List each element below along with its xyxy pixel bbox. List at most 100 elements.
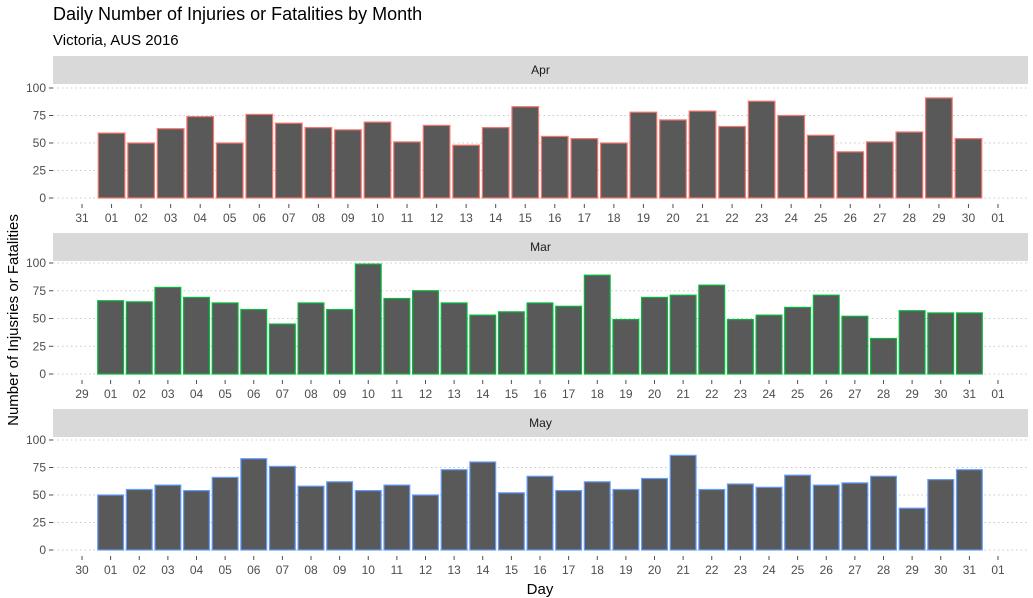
x-tick-label: 08 (304, 563, 318, 577)
bar-mar-16: Mar 16: 64 (526, 302, 554, 375)
x-tick-label: 14 (489, 211, 503, 225)
y-tick-label: 75 (33, 284, 47, 298)
x-tick-label: 12 (430, 211, 444, 225)
bar-mar-11: Mar 11: 68 (383, 297, 411, 375)
x-tick-label: 01 (991, 211, 1005, 225)
x-tick-label: 27 (848, 563, 862, 577)
x-tick-label: 03 (161, 387, 175, 401)
bar-apr-03: Apr 03: 63 (156, 128, 185, 199)
x-tick-label: 13 (459, 211, 473, 225)
x-tick-label: 30 (75, 563, 89, 577)
facet-panel-apr: Apr 0 25 50 75 100 31 01 02 03 04 05 06 07 08 09 10 11 12 1… (26, 56, 1028, 225)
x-tick-label: 04 (194, 211, 208, 225)
x-tick-label: 21 (696, 211, 710, 225)
x-tick-label: 23 (734, 387, 748, 401)
x-tick-label: 18 (591, 563, 605, 577)
bar-apr-13: Apr 13: 48 (452, 144, 481, 199)
x-tick-label: 11 (401, 211, 414, 225)
x-tick-label: 13 (447, 563, 461, 577)
bar-apr-12: Apr 12: 66 (422, 124, 451, 199)
bar-apr-21: Apr 21: 79 (688, 110, 717, 199)
x-tick-label: 29 (75, 387, 89, 401)
y-tick-label: 0 (39, 191, 46, 205)
bar-may-05: May 05: 66 (211, 476, 239, 551)
bar-apr-01: Apr 01: 59 (97, 132, 126, 199)
x-tick-label: 17 (562, 387, 576, 401)
bar-apr-19: Apr 19: 78 (629, 111, 658, 199)
y-tick-label: 25 (33, 339, 47, 353)
bar-may-24: May 24: 57 (755, 486, 783, 551)
x-tick-label: 31 (75, 211, 89, 225)
x-tick-label: 11 (391, 387, 404, 401)
x-tick-label: 29 (905, 387, 919, 401)
bar-apr-04: Apr 04: 74 (186, 115, 215, 199)
x-tick-label: 21 (676, 563, 690, 577)
y-tick-label: 100 (26, 256, 46, 270)
bar-mar-07: Mar 07: 45 (268, 323, 296, 375)
bar-apr-09: Apr 09: 62 (334, 129, 362, 199)
bar-mar-08: Mar 08: 64 (297, 302, 325, 375)
bar-may-18: May 18: 62 (583, 481, 611, 551)
bar-may-31: May 31: 73 (955, 469, 983, 551)
bar-may-02: May 02: 55 (125, 488, 153, 551)
x-tick-label: 15 (505, 563, 519, 577)
x-tick-label: 19 (637, 211, 651, 225)
x-tick-label: 22 (705, 387, 719, 401)
bar-apr-26: Apr 26: 42 (836, 151, 865, 199)
bar-may-17: May 17: 54 (555, 490, 583, 551)
y-tick-label: 75 (33, 109, 47, 123)
bar-mar-13: Mar 13: 64 (440, 302, 468, 375)
y-tick-label: 0 (39, 543, 46, 557)
x-tick-label: 07 (276, 387, 290, 401)
x-tick-label: 23 (755, 211, 769, 225)
x-tick-label: 14 (476, 563, 490, 577)
x-tick-label: 05 (218, 387, 232, 401)
x-tick-label: 16 (548, 211, 562, 225)
bar-may-22: May 22: 55 (698, 488, 726, 551)
x-tick-label: 10 (362, 563, 376, 577)
x-tick-label: 19 (619, 387, 633, 401)
bar-mar-21: Mar 21: 71 (669, 294, 697, 375)
x-tick-label: 08 (304, 387, 318, 401)
bar-mar-09: Mar 09: 58 (326, 309, 354, 375)
bar-mar-14: Mar 14: 53 (469, 314, 497, 375)
bar-may-19: May 19: 55 (612, 488, 640, 551)
x-tick-label: 29 (932, 211, 946, 225)
x-tick-label: 17 (562, 563, 576, 577)
x-tick-label: 02 (133, 563, 147, 577)
facet-strip-label: May (529, 416, 552, 430)
x-tick-label: 16 (533, 387, 547, 401)
x-tick-label: 04 (190, 563, 204, 577)
x-tick-label: 20 (648, 387, 662, 401)
bar-apr-24: Apr 24: 75 (777, 114, 806, 199)
bar-mar-18: Mar 18: 89 (583, 274, 611, 375)
x-tick-label: 16 (533, 563, 547, 577)
x-tick-label: 28 (877, 387, 891, 401)
x-tick-label: 02 (134, 211, 148, 225)
bar-may-04: May 04: 54 (183, 490, 210, 551)
bar-apr-16: Apr 16: 56 (540, 135, 569, 199)
y-tick-label: 0 (39, 367, 46, 381)
bar-may-14: May 14: 80 (469, 461, 497, 551)
x-tick-label: 27 (873, 211, 887, 225)
bar-mar-10: Mar 10: 99 (354, 263, 382, 375)
x-tick-label: 02 (133, 387, 147, 401)
chart-title: Daily Number of Injuries or Fatalities b… (53, 4, 422, 24)
x-tick-label: 30 (934, 387, 948, 401)
bar-may-09: May 09: 62 (326, 481, 354, 551)
x-tick-label: 28 (877, 563, 891, 577)
bar-may-10: May 10: 54 (354, 490, 382, 551)
y-tick-label: 50 (33, 488, 47, 502)
y-axis-title: Number of Injusries or Fatalities (5, 214, 22, 426)
bar-may-06: May 06: 83 (240, 458, 268, 551)
bar-mar-04: Mar 04: 69 (183, 296, 210, 375)
bar-may-29: May 29: 38 (898, 507, 926, 551)
bar-mar-30: Mar 30: 55 (927, 312, 955, 375)
chart-subtitle: Victoria, AUS 2016 (53, 32, 179, 49)
y-tick-label: 50 (33, 136, 47, 150)
x-tick-label: 10 (362, 387, 376, 401)
y-tick-label: 75 (33, 461, 47, 475)
x-tick-label: 22 (725, 211, 739, 225)
x-tick-label: 08 (312, 211, 326, 225)
bar-may-23: May 23: 60 (726, 483, 754, 551)
